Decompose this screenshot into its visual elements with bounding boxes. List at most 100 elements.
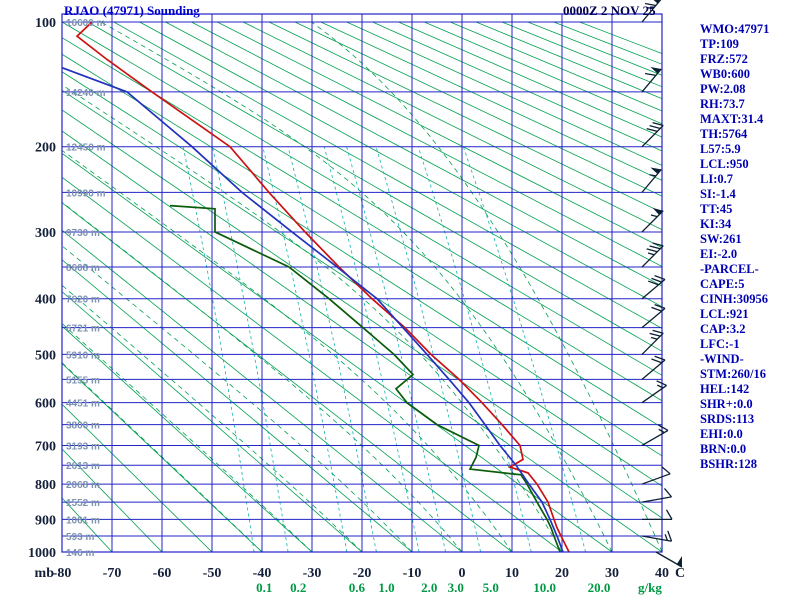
pressure-tick-label: 400 <box>35 293 56 308</box>
pressure-unit-label: mb <box>35 566 55 581</box>
pressure-tick-label: 700 <box>35 439 56 454</box>
index-line: WMO:47971 <box>700 22 770 36</box>
index-line: RH:73.7 <box>700 97 745 111</box>
height-label: 146 m <box>66 548 94 559</box>
temperature-tick-label: -80 <box>53 566 72 581</box>
temperature-tick-label: 30 <box>605 566 619 581</box>
mixing-ratio-label: 1.0 <box>378 580 394 595</box>
mixing-ratio-label: 2.0 <box>421 580 437 595</box>
wind-barb <box>641 304 666 329</box>
height-label: 8608 m <box>66 263 100 274</box>
height-label: 14240 m <box>66 88 106 99</box>
index-line: TH:5764 <box>700 127 748 141</box>
index-line: KI:34 <box>700 217 732 231</box>
height-label: 2068 m <box>66 480 100 491</box>
chart-datetime: 0000Z 2 NOV 25 <box>563 3 656 18</box>
height-label: 2613 m <box>66 461 100 472</box>
wind-barb <box>641 329 664 355</box>
temperature-tick-label: 0 <box>459 566 466 581</box>
index-line: PW:2.08 <box>700 82 746 96</box>
pressure-tick-label: 100 <box>35 16 56 31</box>
temperature-tick-label: -40 <box>253 566 272 581</box>
mixing-ratio-label: 5.0 <box>483 580 499 595</box>
height-label: 6721 m <box>66 324 100 335</box>
index-line: TP:109 <box>700 37 739 51</box>
wind-barb <box>641 167 662 193</box>
wind-barb <box>641 0 662 23</box>
wind-barb <box>641 530 673 542</box>
index-line: -WIND- <box>700 352 744 366</box>
index-line: FRZ:572 <box>700 52 748 66</box>
height-label: 593 m <box>66 532 94 543</box>
mixing-ratio-lines <box>182 146 586 552</box>
pressure-temperature-grid <box>61 14 663 553</box>
wind-barb <box>641 67 662 93</box>
index-line: LI:0.7 <box>700 172 733 186</box>
pressure-tick-label: 1000 <box>28 546 56 561</box>
wind-barb <box>641 275 666 300</box>
sounding-traces <box>62 21 570 552</box>
index-line: SI:-1.4 <box>700 187 736 201</box>
height-label: 9730 m <box>66 228 100 239</box>
wind-barb <box>641 380 667 404</box>
plot-border <box>61 13 663 553</box>
temperature-tick-label: 20 <box>555 566 569 581</box>
temperature-unit-label: C <box>675 566 685 581</box>
index-line: L57:5.9 <box>700 142 741 156</box>
index-line: -PARCEL- <box>700 262 759 276</box>
index-line: TT:45 <box>700 202 733 216</box>
pressure-tick-label: 600 <box>35 397 56 412</box>
index-line: LCL:950 <box>700 157 749 171</box>
wind-barb <box>655 551 683 568</box>
wind-barb <box>642 509 673 521</box>
index-line: STM:260/16 <box>700 367 766 381</box>
temperature-tick-label: -10 <box>403 566 422 581</box>
pressure-tick-label: 900 <box>35 513 56 528</box>
wind-barbs <box>641 0 683 568</box>
wind-barb <box>641 207 664 233</box>
mixing-ratio-label: 10.0 <box>533 580 556 595</box>
temperature-tick-label: -60 <box>153 566 172 581</box>
temperature-tick-label: 40 <box>655 566 669 581</box>
height-label: 1061 m <box>66 515 100 526</box>
sounding-index-panel: WMO:47971 TP:109 FRZ:572 WB0:600 PW:2.08 RH:7… <box>700 22 769 472</box>
index-line: CAP:3.2 <box>700 322 746 336</box>
wind-barb <box>641 424 669 447</box>
index-line: WB0:600 <box>700 67 750 81</box>
mixing-ratio-label: 0.6 <box>349 580 366 595</box>
temperature-tick-label: -20 <box>353 566 372 581</box>
temperature-tick-label: -70 <box>103 566 122 581</box>
height-label: 3800 m <box>66 421 100 432</box>
height-label: 7620 m <box>66 295 100 306</box>
trace-wet-bulb <box>62 66 564 552</box>
mixing-ratio-unit-label: g/kg <box>638 580 662 595</box>
index-line: SRDS:113 <box>700 412 755 426</box>
height-label: 5910 m <box>66 350 100 361</box>
mixing-ratio-label: 0.1 <box>256 580 272 595</box>
index-line: CINH:30956 <box>700 292 769 306</box>
index-line: LCL:921 <box>700 307 749 321</box>
moist-adiabat-lines <box>62 21 662 552</box>
mixing-ratio-label: 20.0 <box>588 580 611 595</box>
chart-title: RJAO (47971) Sounding <box>64 3 200 18</box>
index-line: SHR+:0.0 <box>700 397 753 411</box>
height-label: 12450 m <box>66 143 106 154</box>
wind-barb <box>641 122 664 148</box>
pressure-tick-label: 300 <box>35 226 56 241</box>
pressure-tick-label: 500 <box>35 348 56 363</box>
height-label: 1552 m <box>66 498 100 509</box>
trace-temperature <box>75 21 570 552</box>
mixing-ratio-label: 0.2 <box>290 580 306 595</box>
wind-barb <box>641 466 671 485</box>
wind-barb <box>641 488 673 503</box>
index-line: EI:-2.0 <box>700 247 738 261</box>
height-label: 4451 m <box>66 399 100 410</box>
wind-barb <box>641 242 664 268</box>
index-line: HEL:142 <box>700 382 750 396</box>
index-line: SW:261 <box>700 232 742 246</box>
index-line: MAXT:31.4 <box>700 112 764 126</box>
height-label: 16600 m <box>66 18 106 29</box>
